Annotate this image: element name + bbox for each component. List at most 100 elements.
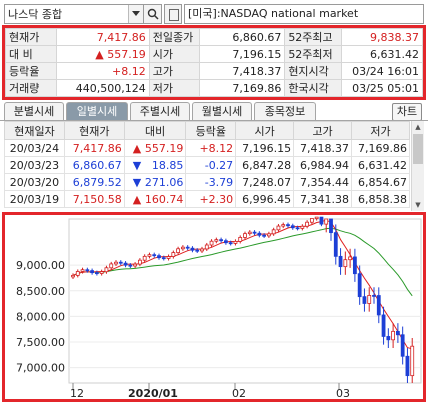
candle-down <box>286 224 290 227</box>
candle-up <box>281 224 286 227</box>
change-value: 557.19 <box>144 141 184 155</box>
tab-label: 종목정보 <box>264 105 306 118</box>
candle-up <box>137 259 142 265</box>
table-row[interactable]: 20/03/19 7,150.58 ▲ 160.74 +2.30 6,996.45 7,34… <box>4 190 410 208</box>
table-cell-date: 20/03/23 <box>4 156 65 174</box>
scroll-thumb[interactable] <box>413 134 423 164</box>
info-value: +8.12 <box>55 62 150 80</box>
candle-up <box>75 271 80 276</box>
candle-up <box>410 345 415 377</box>
candle-up <box>266 233 271 237</box>
candle-up <box>214 239 219 242</box>
symbol-combo[interactable]: 나스닥 종합 <box>4 4 144 24</box>
candle-up <box>324 218 329 225</box>
candle-down <box>252 231 257 234</box>
column-header[interactable]: 시가 <box>235 121 295 140</box>
table-cell-date: 20/03/24 <box>4 139 65 157</box>
info-value: 6,631.42 <box>340 45 424 63</box>
down-arrow-icon: ▼ <box>132 158 142 172</box>
scroll-down-icon[interactable]: ▼ <box>415 201 421 209</box>
x-tick-label: 02 <box>232 387 246 399</box>
candle-down <box>352 256 357 275</box>
table-cell-high: 6,984.94 <box>293 156 353 174</box>
grid-header-row: 현재일자 현재가 대비 등락율 시가 고가 저가 <box>4 121 410 140</box>
window-icon-button[interactable] <box>164 4 182 24</box>
candle-down <box>386 336 391 341</box>
candle-down <box>223 240 228 244</box>
change-value: 160.74 <box>144 192 184 206</box>
column-header[interactable]: 고가 <box>293 121 353 140</box>
candle-down <box>405 355 410 377</box>
candle-up <box>247 231 252 235</box>
candle-up <box>180 246 185 250</box>
column-header[interactable]: 현재가 <box>63 121 125 140</box>
table-cell-change: ▼ 18.85 <box>123 156 187 174</box>
candle-up <box>348 256 353 261</box>
table-cell-price: 6,879.52 <box>63 173 125 191</box>
search-button[interactable] <box>144 4 162 24</box>
scroll-up-icon[interactable]: ▲ <box>415 123 421 131</box>
tab-daily[interactable]: 일별시세 <box>66 102 128 121</box>
info-row: 대 비 ▲ 557.19 시가 7,196.15 52주최저 6,631.42 <box>5 45 424 63</box>
candle-up <box>80 269 85 272</box>
table-cell-rate: +2.30 <box>185 190 237 208</box>
table-cell-price: 7,417.86 <box>63 139 125 157</box>
info-value: 7,196.15 <box>199 45 286 63</box>
info-label: 한국시각 <box>284 79 342 97</box>
chart-button[interactable]: 차트 <box>392 103 422 121</box>
down-arrow-icon: ▼ <box>132 175 142 189</box>
candle-down <box>128 264 133 267</box>
table-row[interactable]: 20/03/23 6,860.67 ▼ 18.85 -0.27 6,847.28 6,984… <box>4 156 410 174</box>
candle-up <box>271 229 276 235</box>
candle-up <box>109 263 114 269</box>
candle-down <box>195 249 200 252</box>
tab-minute[interactable]: 분별시세 <box>4 102 64 121</box>
candle-up <box>343 259 348 268</box>
price-chart[interactable]: 9,000.00 8,500.00 8,000.00 7,500.00 7,000.00… <box>2 212 426 402</box>
chevron-down-icon[interactable] <box>128 5 143 23</box>
info-label: 현지시각 <box>284 62 342 80</box>
info-row: 등락율 +8.12 고가 7,418.37 현지시각 03/24 16:01 <box>5 62 424 80</box>
table-row[interactable]: 20/03/20 6,879.52 ▼ 271.06 -3.79 7,248.07 7,35… <box>4 173 410 191</box>
column-header[interactable]: 대비 <box>123 121 187 140</box>
tab-monthly[interactable]: 월별시세 <box>192 102 252 121</box>
table-cell-price: 7,150.58 <box>63 190 125 208</box>
candle-down <box>219 239 224 242</box>
y-tick-label: 8,000.00 <box>16 310 65 323</box>
up-arrow-icon: ▲ <box>132 141 142 155</box>
table-cell-low: 6,631.42 <box>351 156 410 174</box>
table-cell-low: 7,169.86 <box>351 139 410 157</box>
info-label: 전일종가 <box>148 28 201 46</box>
tab-weekly[interactable]: 주별시세 <box>130 102 190 121</box>
table-cell-price: 6,860.67 <box>63 156 125 174</box>
table-cell-low: 6,858.38 <box>351 190 410 208</box>
candle-down <box>381 314 386 337</box>
info-row: 현재가 7,417.86 전일종가 6,860.67 52주최고 9,838.37 <box>5 28 424 46</box>
tab-stock-info[interactable]: 종목정보 <box>254 102 316 121</box>
column-header[interactable]: 저가 <box>351 121 410 140</box>
tab-divider <box>0 120 428 121</box>
table-cell-change: ▼ 271.06 <box>123 173 187 191</box>
candle-down <box>333 232 338 257</box>
candle-down <box>85 269 90 272</box>
candle-down <box>376 295 381 316</box>
candle-up <box>133 263 138 267</box>
quote-info-panel: 현재가 7,417.86 전일종가 6,860.67 52주최고 9,838.37 대 비 ▲… <box>2 25 426 100</box>
candle-up <box>71 274 75 278</box>
symbol-value: 나스닥 종합 <box>8 8 63 21</box>
info-label: 등락율 <box>5 62 57 80</box>
candle-down <box>90 270 95 274</box>
plot-frame <box>68 218 422 384</box>
table-cell-open: 6,847.28 <box>235 156 295 174</box>
candle-down <box>400 334 405 357</box>
candle-up <box>314 216 319 219</box>
table-row[interactable]: 20/03/24 7,417.86 ▲ 557.19 +8.12 7,196.15 7,41… <box>4 139 410 157</box>
column-header[interactable]: 등락율 <box>185 121 237 140</box>
grid-scrollbar[interactable]: ▲ ▼ <box>411 121 424 211</box>
candle-down <box>152 254 157 257</box>
candle-up <box>300 225 305 229</box>
column-header[interactable]: 현재일자 <box>4 121 65 140</box>
candle-up <box>238 237 243 242</box>
table-cell-open: 7,196.15 <box>235 139 295 157</box>
info-label: 현재가 <box>5 28 57 46</box>
